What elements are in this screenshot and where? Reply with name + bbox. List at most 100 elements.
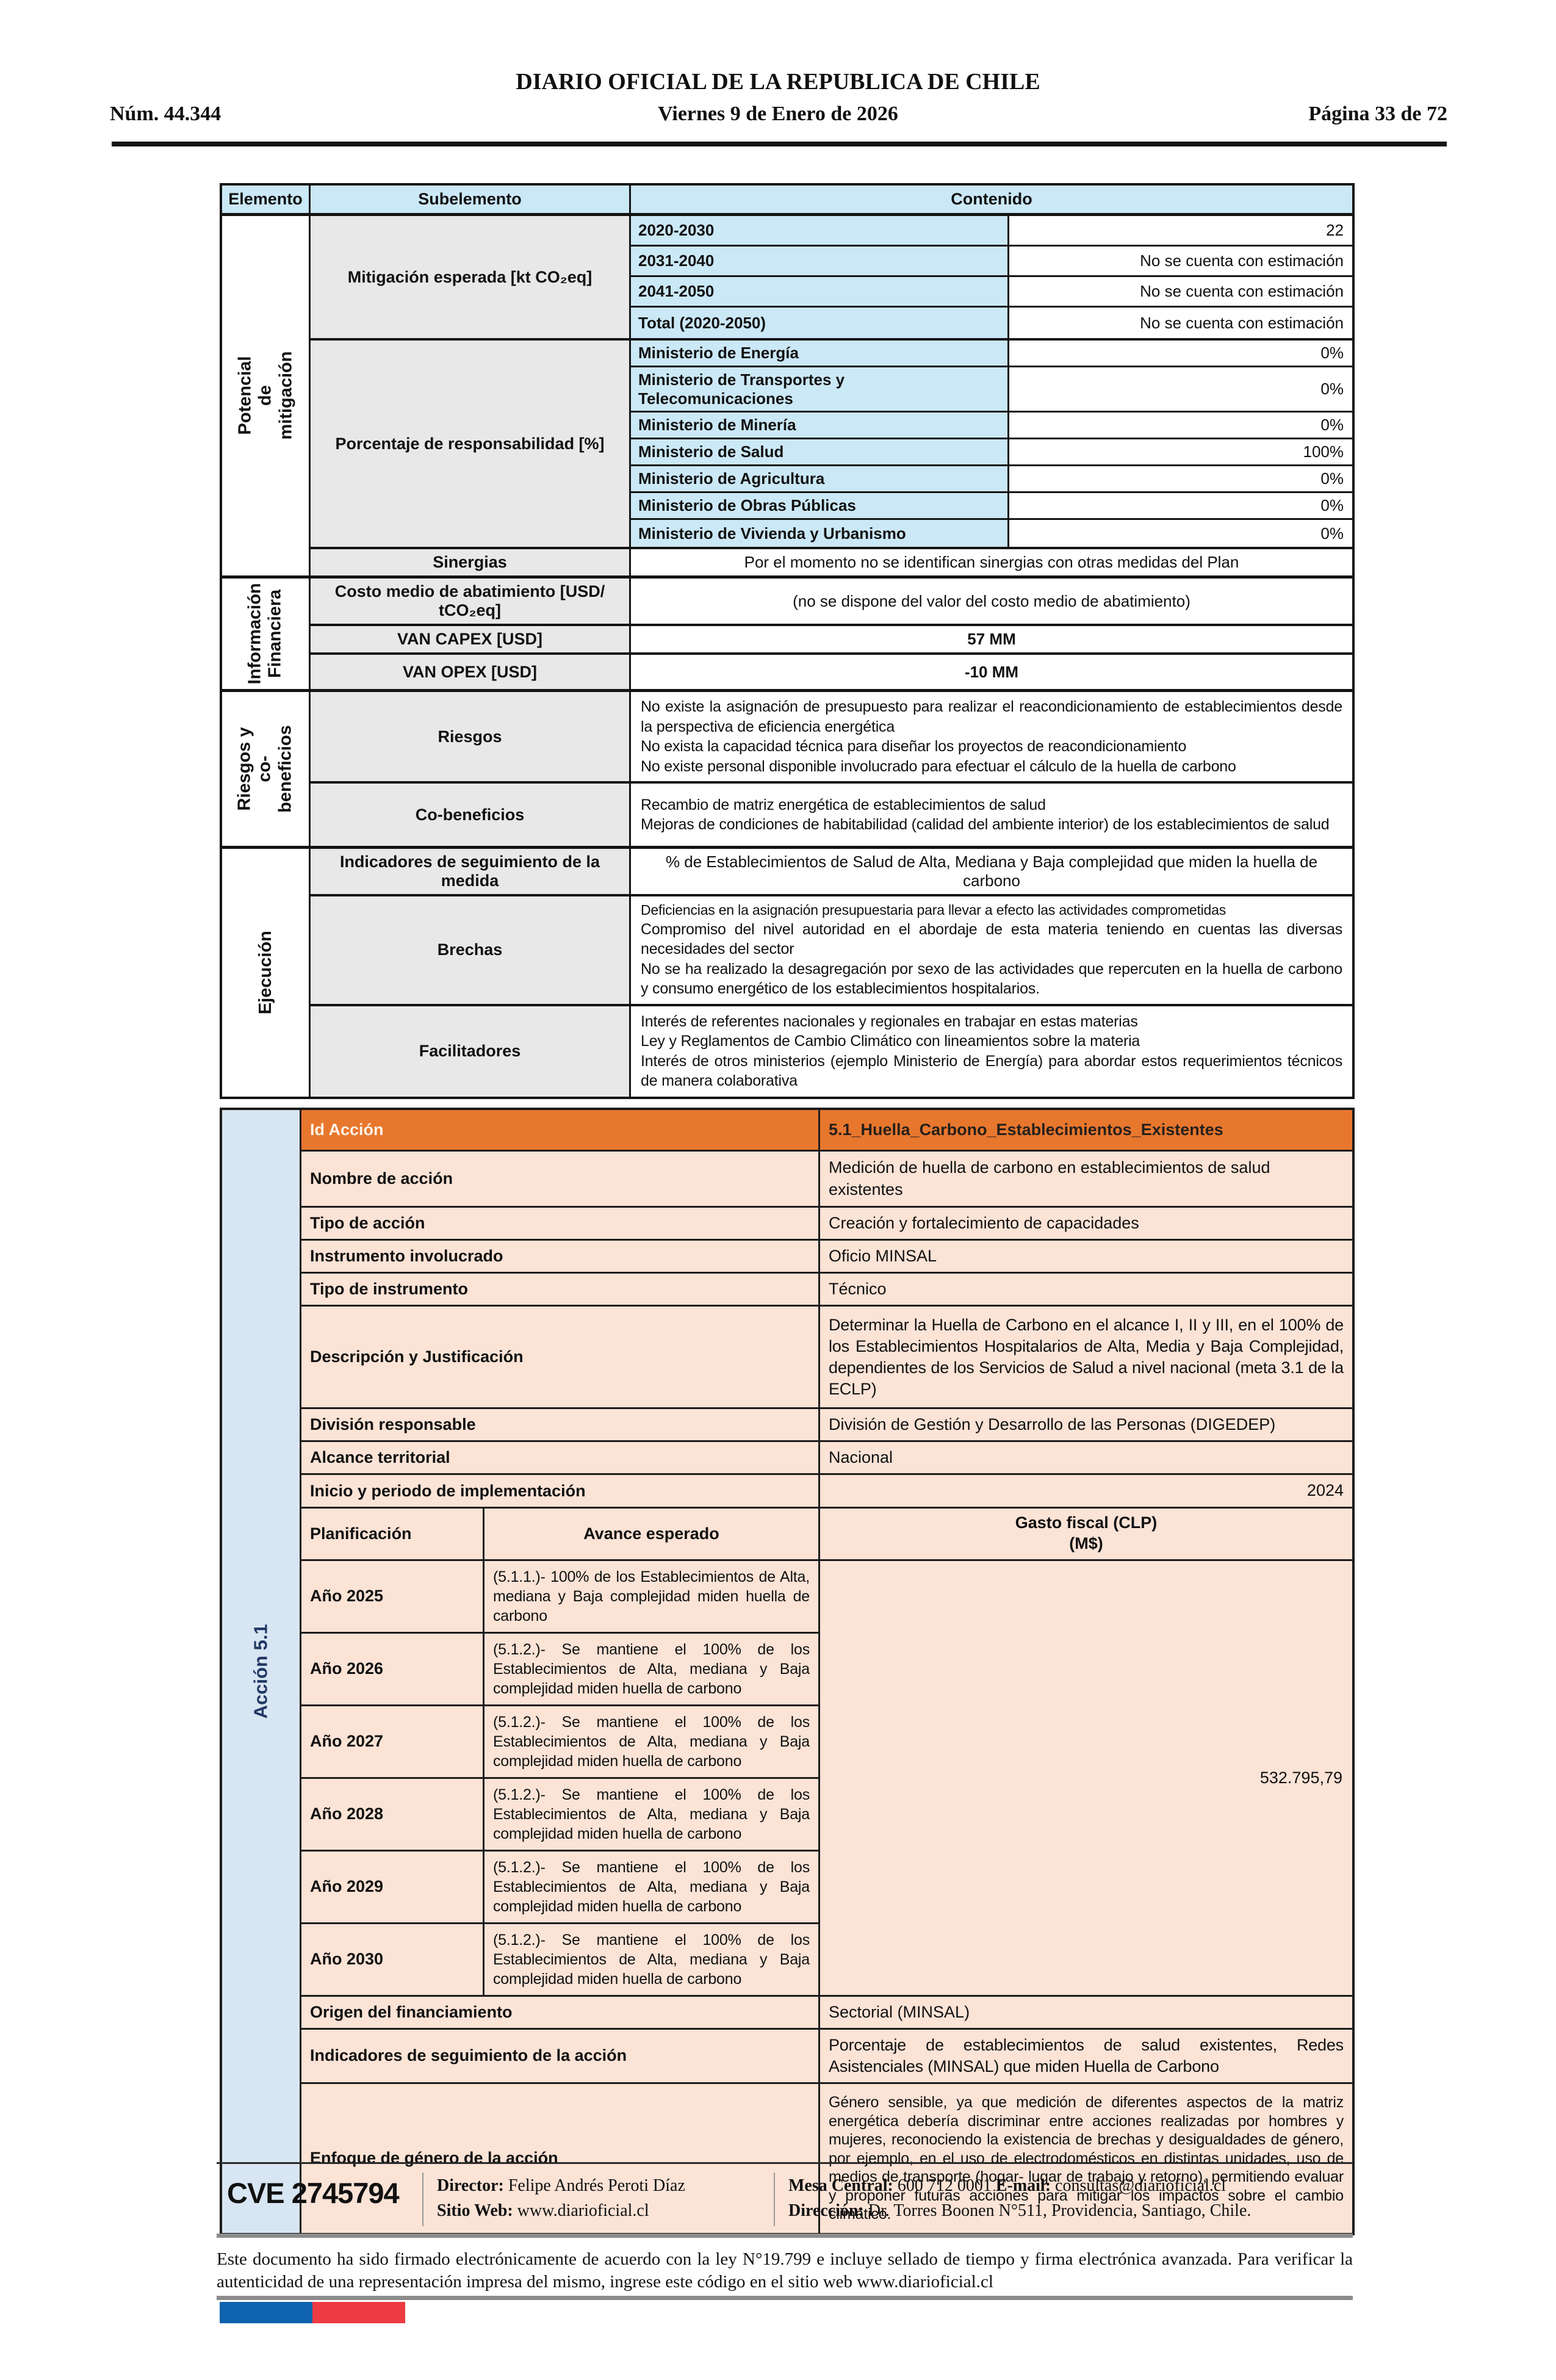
director-name: Felipe Andrés Peroti Díaz	[503, 2176, 685, 2195]
row-cobeneficios: Co-beneficios Recambio de matriz energét…	[311, 784, 1352, 846]
col-header-elemento: Elemento	[222, 186, 311, 213]
row-value: 0%	[1009, 493, 1352, 518]
row-value: Creación y fortalecimiento de capacidade…	[820, 1208, 1352, 1239]
list-item: No exista la capacidad técnica para dise…	[641, 738, 1187, 755]
row-label: Ministerio de Minería	[631, 413, 1009, 438]
footer-top-rule	[217, 2162, 1353, 2164]
list-item: Interés de otros ministerios (ejemplo Mi…	[641, 1052, 1342, 1090]
row-label: 2041-2050	[631, 277, 1009, 306]
row-value: Medición de huella de carbono en estable…	[820, 1152, 1352, 1206]
element-label-potencial: Potencial de mitigación	[234, 351, 295, 441]
element-cell: Información Financiera	[222, 579, 311, 689]
row-plan-header: Planificación Avance esperado Gasto fisc…	[301, 1508, 1352, 1561]
element-label-ejecucion: Ejecución	[255, 931, 275, 1015]
row-division: División responsable División de Gestión…	[301, 1409, 1352, 1443]
subelement-label: Co-beneficios	[311, 784, 631, 846]
mesa-phone: 600 712 0001	[893, 2176, 996, 2195]
sitio-url[interactable]: www.diarioficial.cl	[513, 2201, 649, 2220]
row-label: Ministerio de Energía	[631, 341, 1009, 366]
row-instrumento: Instrumento involucrado Oficio MINSAL	[301, 1241, 1352, 1274]
row-value: Nacional	[820, 1442, 1352, 1474]
year-label: Año 2029	[301, 1851, 484, 1922]
row-inicio-periodo: Inicio y periodo de implementación 2024	[301, 1475, 1352, 1509]
element-label-financiera: Información Financiera	[245, 583, 285, 685]
row-enfoque-genero: Enfoque de género de la acción Género se…	[301, 2083, 1352, 2233]
list-item: Deficiencias en la asignación presupuest…	[641, 902, 1226, 918]
edition-number: Núm. 44.344	[110, 103, 222, 125]
row-value: No se cuenta con estimación	[1009, 277, 1352, 306]
year-row: Año 2025 (5.1.1.)- 100% de los Estableci…	[301, 1560, 818, 1634]
table-row: Ministerio de Energía 0%	[631, 341, 1352, 367]
row-label: Indicadores de seguimiento de la acción	[301, 2029, 820, 2082]
row-value: 100%	[1009, 439, 1352, 464]
element-cell: Potencial de mitigación	[222, 216, 311, 575]
col-header-subelemento: Subelemento	[311, 186, 631, 213]
year-row: Año 2026 (5.1.2.)- Se mantiene el 100% d…	[301, 1633, 818, 1706]
row-label: Ministerio de Obras Públicas	[631, 493, 1009, 518]
table-row: Ministerio de Agricultura 0%	[631, 466, 1352, 493]
list-item: Compromiso del nivel autoridad en el abo…	[641, 920, 1342, 958]
mesa-label: Mesa Central:	[788, 2176, 893, 2195]
year-avance: (5.1.2.)- Se mantiene el 100% de los Est…	[493, 1858, 810, 1915]
subelement-label: Mitigación esperada [kt CO₂eq]	[311, 216, 631, 338]
list-item: Ley y Reglamentos de Cambio Climático co…	[641, 1033, 1140, 1050]
row-label: Nombre de acción	[301, 1152, 820, 1206]
row-label: Origen del financiamiento	[301, 1996, 820, 2028]
row-value: Determinar la Huella de Carbono en el al…	[820, 1307, 1352, 1408]
edition-date: Viernes 9 de Enero de 2026	[658, 103, 898, 125]
group-riesgos-cobeneficios: Riesgos y co- beneficios Riesgos No exis…	[222, 692, 1352, 849]
table-row: 2020-2030 22	[631, 216, 1352, 247]
row-value: No se cuenta con estimación	[1009, 308, 1352, 338]
direccion-line: Dirección: Dr. Torres Boonen N°511, Prov…	[788, 2199, 1251, 2224]
legal-notice: Este documento ha sido firmado electróni…	[217, 2249, 1353, 2292]
subelement-label: Porcentaje de responsabilidad [%]	[311, 341, 631, 547]
year-row: Año 2030 (5.1.2.)- Se mantiene el 100% d…	[301, 1924, 818, 1995]
subelement-label: VAN OPEX [USD]	[311, 655, 631, 689]
row-id-accion: Id Acción 5.1_Huella_Carbono_Establecimi…	[301, 1110, 1352, 1152]
footer-contact-block: Mesa Central: 600 712 0001 E-mail: consu…	[788, 2174, 1251, 2223]
row-label: Tipo de acción	[301, 1208, 820, 1239]
row-costo-abatimiento: Costo medio de abatimiento [USD/ tCO₂eq]…	[311, 579, 1352, 626]
row-label: Enfoque de género de la acción	[301, 2083, 820, 2233]
list-item: No existe personal disponible involucrad…	[641, 757, 1236, 775]
page-indicator: Página 33 de 72	[1308, 103, 1447, 125]
col-header-contenido: Contenido	[951, 190, 1032, 208]
year-label: Año 2027	[301, 1706, 484, 1777]
year-label: Año 2030	[301, 1924, 484, 1995]
row-label: Ministerio de Transportes y Telecomunica…	[631, 367, 1009, 411]
row-descripcion: Descripción y Justificación Determinar l…	[301, 1307, 1352, 1410]
row-label: Ministerio de Agricultura	[631, 466, 1009, 491]
row-value: 0%	[1009, 466, 1352, 491]
table-row: 2041-2050 No se cuenta con estimación	[631, 277, 1352, 308]
email-label: E-mail:	[995, 2176, 1051, 2195]
list-item: Mejoras de condiciones de habitabilidad …	[641, 816, 1330, 833]
row-indicadores-accion: Indicadores de seguimiento de la acción …	[301, 2029, 1352, 2084]
subgroup-mitigacion-esperada: Mitigación esperada [kt CO₂eq] 2020-2030…	[311, 216, 1352, 341]
direccion-label: Dirección:	[788, 2201, 864, 2220]
year-label: Año 2026	[301, 1633, 484, 1704]
element-cell: Ejecución	[222, 849, 311, 1097]
table-row: Total (2020-2050) No se cuenta con estim…	[631, 308, 1352, 338]
row-van-capex: VAN CAPEX [USD] 57 MM	[311, 626, 1352, 655]
row-value: Recambio de matriz energética de estable…	[631, 784, 1352, 846]
row-value: 57 MM	[631, 626, 1352, 652]
row-value: Técnico	[820, 1274, 1352, 1305]
row-nombre-accion: Nombre de acción Medición de huella de c…	[301, 1152, 1352, 1208]
measure-table: Elemento Subelemento Contenido Potencial…	[220, 183, 1355, 1099]
year-row: Año 2029 (5.1.2.)- Se mantiene el 100% d…	[301, 1851, 818, 1924]
row-label: Tipo de instrumento	[301, 1274, 820, 1305]
email-address[interactable]: consultas@diarioficial.cl	[1051, 2176, 1226, 2195]
chile-flag-red-bar	[312, 2302, 405, 2323]
row-van-opex: VAN OPEX [USD] -10 MM	[311, 655, 1352, 689]
row-label: Ministerio de Vivienda y Urbanismo	[631, 520, 1009, 547]
group-informacion-financiera: Información Financiera Costo medio de ab…	[222, 579, 1352, 692]
col-header-avance: Avance esperado	[484, 1508, 820, 1559]
row-indicadores-medida: Indicadores de seguimiento de la medida …	[311, 849, 1352, 896]
row-label: División responsable	[301, 1409, 820, 1441]
subelement-label: Facilitadores	[311, 1006, 631, 1097]
col-header-gasto: Gasto fiscal (CLP) (M$)	[820, 1509, 1352, 1559]
year-label: Año 2028	[301, 1778, 484, 1850]
row-value: No existe la asignación de presupuesto p…	[631, 692, 1352, 781]
page-title: DIARIO OFICIAL DE LA REPUBLICA DE CHILE	[516, 69, 1040, 95]
row-value: 0%	[1009, 367, 1352, 411]
